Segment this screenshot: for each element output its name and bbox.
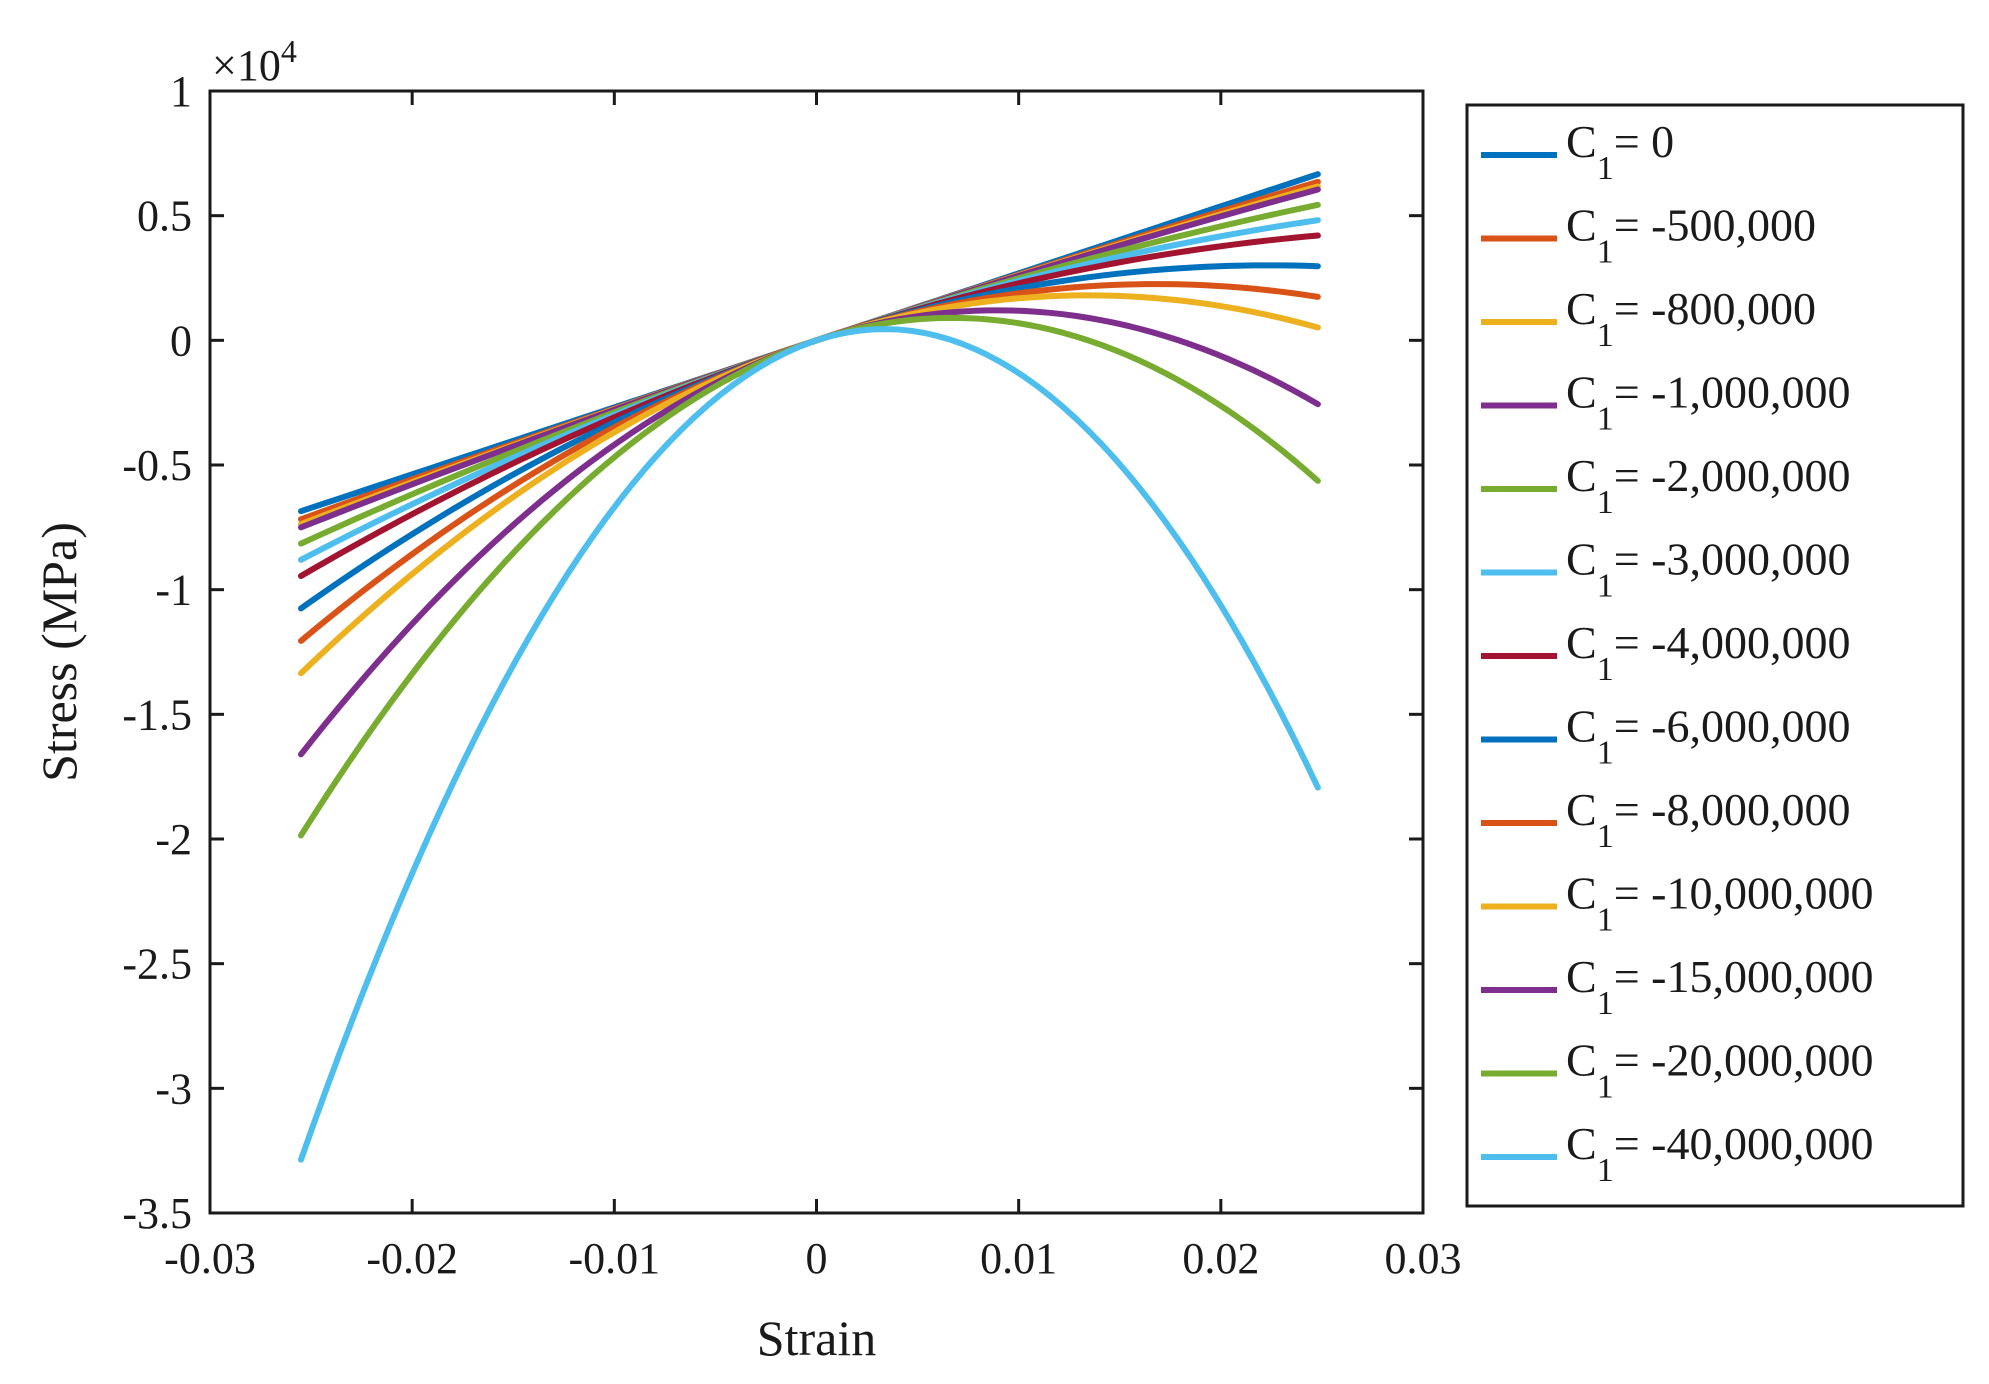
legend-label-subscript: 1 — [1597, 234, 1614, 271]
x-tick-label: 0 — [806, 1234, 828, 1283]
legend-label-value: = -15,000,000 — [1614, 951, 1874, 1002]
y-axis-exponent: ×104 — [212, 33, 297, 90]
legend-label-7: C1= -4,000,000 — [1566, 617, 1850, 688]
y-exponent-base: ×10 — [212, 41, 281, 90]
legend-label-11: C1= -15,000,000 — [1566, 951, 1873, 1022]
legend-label-main: C — [1566, 534, 1597, 585]
legend-label-subscript: 1 — [1597, 484, 1614, 521]
y-tick-label: 0.5 — [137, 192, 192, 241]
tick-labels: -0.03 -0.02 -0.01 0 0.01 0.02 0.03 1 0.5 0 -0.5 -1 -… — [122, 67, 1461, 1283]
legend-label-value: = -4,000,000 — [1614, 617, 1851, 668]
legend-label-subscript: 1 — [1597, 651, 1614, 688]
x-tick-label: 0.03 — [1385, 1234, 1462, 1283]
legend-label-5: C1= -2,000,000 — [1566, 450, 1850, 521]
legend-label-subscript: 1 — [1597, 401, 1614, 438]
legend-label-main: C — [1566, 1118, 1597, 1169]
legend-label-1: C1= 0 — [1566, 116, 1674, 187]
legend-label-value: = 0 — [1614, 116, 1674, 167]
legend-label-value: = -6,000,000 — [1614, 701, 1851, 752]
legend-label-subscript: 1 — [1597, 1069, 1614, 1106]
legend-label-subscript: 1 — [1597, 568, 1614, 605]
legend-label-value: = -3,000,000 — [1614, 534, 1851, 585]
y-tick-label: 1 — [170, 67, 192, 116]
x-tick-label: -0.01 — [569, 1234, 661, 1283]
series-line-13 — [297, 326, 1321, 1163]
y-tick-label: -0.5 — [122, 441, 192, 490]
legend-label-9: C1= -8,000,000 — [1566, 784, 1850, 855]
legend-label-value: = -10,000,000 — [1614, 868, 1874, 919]
legend-label-main: C — [1566, 868, 1597, 919]
legend-label-main: C — [1566, 200, 1597, 251]
legend-label-main: C — [1566, 450, 1597, 501]
legend-label-value: = -40,000,000 — [1614, 1118, 1874, 1169]
legend-label-subscript: 1 — [1597, 818, 1614, 855]
x-tick-label: 0.02 — [1182, 1234, 1259, 1283]
legend-label-6: C1= -3,000,000 — [1566, 534, 1850, 605]
series-layer — [297, 171, 1321, 1163]
y-tick-label: -2.5 — [122, 940, 192, 989]
ticks-layer — [208, 89, 1425, 1215]
y-axis-label: Stress (MPa) — [31, 522, 87, 782]
legend-label-8: C1= -6,000,000 — [1566, 701, 1850, 772]
y-tick-label: -1.5 — [122, 690, 192, 739]
x-tick-label: -0.02 — [366, 1234, 458, 1283]
legend-label-main: C — [1566, 951, 1597, 1002]
legend-label-value: = -1,000,000 — [1614, 367, 1851, 418]
legend-label-10: C1= -10,000,000 — [1566, 868, 1873, 939]
x-tick-label: 0.01 — [980, 1234, 1057, 1283]
legend-label-12: C1= -20,000,000 — [1566, 1035, 1873, 1106]
y-tick-label: -1 — [155, 566, 192, 615]
y-tick-label: -3 — [155, 1064, 192, 1113]
legend-label-subscript: 1 — [1597, 735, 1614, 772]
legend-label-subscript: 1 — [1597, 317, 1614, 354]
legend-label-2: C1= -500,000 — [1566, 200, 1816, 271]
legend-label-main: C — [1566, 617, 1597, 668]
legend-label-value: = -500,000 — [1614, 200, 1816, 251]
legend-label-subscript: 1 — [1597, 902, 1614, 939]
legend-label-subscript: 1 — [1597, 1152, 1614, 1189]
legend-label-value: = -800,000 — [1614, 283, 1816, 334]
y-exponent-power: 4 — [281, 33, 297, 69]
legend-label-13: C1= -40,000,000 — [1566, 1118, 1873, 1189]
y-tick-label: -3.5 — [122, 1189, 192, 1238]
legend-label-main: C — [1566, 1035, 1597, 1086]
legend-label-main: C — [1566, 116, 1597, 167]
x-tick-label: -0.03 — [164, 1234, 256, 1283]
legend-label-value: = -20,000,000 — [1614, 1035, 1874, 1086]
legend-label-value: = -8,000,000 — [1614, 784, 1851, 835]
legend-label-subscript: 1 — [1597, 985, 1614, 1022]
legend-label-value: = -2,000,000 — [1614, 450, 1851, 501]
legend-label-main: C — [1566, 283, 1597, 334]
x-axis-label: Strain — [757, 1310, 876, 1366]
legend-label-main: C — [1566, 701, 1597, 752]
legend-label-3: C1= -800,000 — [1566, 283, 1816, 354]
legend-label-main: C — [1566, 367, 1597, 418]
legend-label-subscript: 1 — [1597, 150, 1614, 187]
y-tick-label: 0 — [170, 316, 192, 365]
legend-label-main: C — [1566, 784, 1597, 835]
legend-label-4: C1= -1,000,000 — [1566, 367, 1850, 438]
y-tick-label: -2 — [155, 815, 192, 864]
